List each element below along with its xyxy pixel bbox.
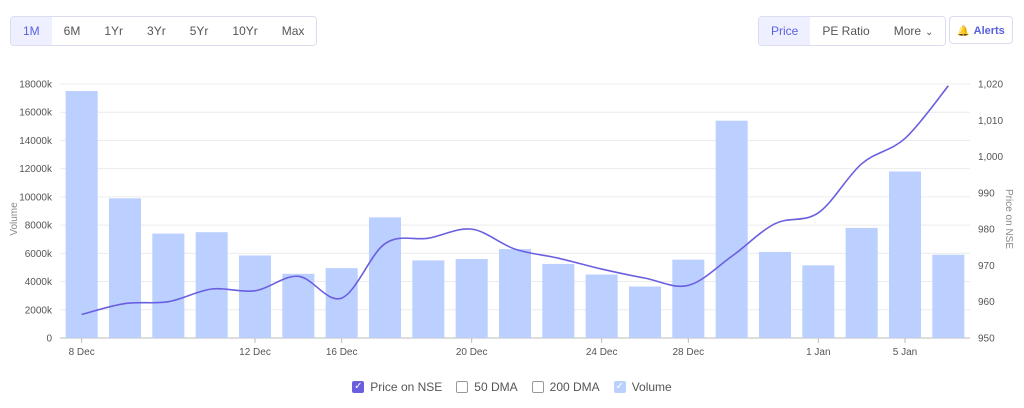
right-axis-label: Price on NSE	[1003, 189, 1014, 249]
volume-bar	[368, 217, 402, 338]
volume-bar	[108, 198, 142, 338]
legend-price-label: Price on NSE	[370, 380, 443, 394]
x-tick-label: 16 Dec	[326, 347, 358, 358]
pe-ratio-button[interactable]: PE Ratio	[810, 17, 882, 45]
bell-icon: 🔔	[957, 26, 970, 37]
checkbox-icon	[456, 381, 469, 393]
volume-bar	[455, 258, 488, 338]
range-button-6m[interactable]: 6M	[51, 17, 93, 45]
legend-200dma-label: 200 DMA	[549, 380, 600, 394]
volume-bar	[325, 268, 358, 338]
more-dropdown[interactable]: More ⌄	[881, 17, 946, 45]
range-button-max[interactable]: Max	[269, 17, 317, 45]
right-tick-label: 990	[978, 188, 995, 199]
volume-bar	[282, 273, 315, 338]
left-tick-label: 0	[46, 334, 52, 345]
volume-bar	[498, 249, 532, 338]
right-tick-label: 960	[978, 297, 995, 308]
left-tick-label: 14000k	[19, 136, 53, 147]
legend-200dma[interactable]: 200 DMA	[531, 380, 600, 394]
left-axis-label: Volume	[9, 202, 20, 236]
volume-bar	[845, 227, 878, 338]
left-y-axis: 0 2000k 4000k 6000k 8000k 10000k 12000k 14000k 1…	[19, 80, 53, 345]
range-button-1yr[interactable]: 1Yr	[92, 17, 136, 45]
left-tick-label: 8000k	[25, 221, 53, 232]
right-tick-label: 1,010	[978, 116, 1003, 127]
volume-bar	[585, 274, 618, 338]
right-tick-label: 970	[978, 261, 995, 272]
volume-bars	[65, 91, 965, 338]
price-volume-chart: 0 2000k 4000k 6000k 8000k 10000k 12000k 14000k 1…	[9, 80, 1014, 359]
range-button-10yr[interactable]: 10Yr	[220, 17, 270, 45]
more-label: More	[893, 24, 922, 38]
checkbox-icon	[531, 381, 544, 393]
legend-price[interactable]: ✓ Price on NSE	[352, 380, 442, 394]
left-tick-label: 18000k	[19, 80, 53, 91]
volume-bar	[715, 120, 748, 338]
x-tick-label: 28 Dec	[672, 347, 704, 358]
alerts-button[interactable]: 🔔 Alerts	[949, 16, 1013, 44]
alerts-label: Alerts	[973, 25, 1005, 37]
price-line-group	[81, 85, 949, 316]
chart-legend: ✓ Price on NSE 50 DMA 200 DMA ✓ Volume	[0, 380, 1024, 394]
volume-bar	[672, 259, 705, 338]
legend-50dma-label: 50 DMA	[474, 380, 518, 394]
x-tick-label: 20 Dec	[456, 347, 488, 358]
x-tick-label: 12 Dec	[239, 347, 271, 358]
volume-bar	[932, 254, 965, 338]
left-tick-label: 6000k	[25, 249, 53, 260]
right-tick-label: 950	[978, 334, 995, 345]
range-button-5yr[interactable]: 5Yr	[177, 17, 221, 45]
left-tick-label: 10000k	[19, 192, 53, 203]
left-tick-label: 12000k	[19, 164, 53, 175]
x-tick-label: 8 Dec	[69, 347, 95, 358]
legend-volume-label: Volume	[631, 380, 672, 394]
volume-bar	[888, 171, 922, 338]
volume-bar	[152, 233, 185, 338]
price-line	[81, 85, 949, 316]
checkbox-checked-icon: ✓	[352, 381, 365, 393]
volume-bar	[65, 91, 98, 338]
legend-50dma[interactable]: 50 DMA	[456, 380, 518, 394]
volume-bar	[238, 255, 272, 338]
chevron-down-icon: ⌄	[925, 27, 934, 38]
volume-bar	[195, 232, 228, 338]
price-button[interactable]: Price	[759, 17, 811, 45]
volume-bar	[412, 260, 445, 338]
left-tick-label: 4000k	[25, 277, 53, 288]
left-tick-label: 2000k	[25, 305, 53, 316]
x-tick-label: 1 Jan	[806, 347, 830, 358]
range-button-1m[interactable]: 1M	[11, 17, 52, 45]
range-button-3yr[interactable]: 3Yr	[135, 17, 178, 45]
volume-bar	[802, 265, 835, 338]
checkbox-checked-icon: ✓	[613, 381, 626, 393]
right-tick-label: 1,000	[978, 152, 1003, 163]
metric-selector: Price PE Ratio More ⌄	[758, 16, 947, 46]
right-tick-label: 1,020	[978, 80, 1003, 91]
x-axis: 8 Dec 12 Dec 16 Dec 20 Dec 24 Dec 28 Dec 1 Jan…	[69, 338, 917, 358]
volume-bar	[628, 286, 662, 338]
left-tick-label: 16000k	[19, 108, 53, 119]
range-selector: 1M 6M 1Yr 3Yr 5Yr 10Yr Max	[10, 16, 318, 46]
right-tick-label: 980	[978, 225, 995, 236]
legend-volume[interactable]: ✓ Volume	[613, 380, 672, 394]
right-y-axis: 950 960 970 980 990 1,000 1,010 1,020	[978, 80, 1003, 345]
x-tick-label: 24 Dec	[586, 347, 618, 358]
volume-bar	[542, 263, 575, 338]
x-tick-label: 5 Jan	[893, 347, 917, 358]
volume-bar	[758, 251, 792, 338]
